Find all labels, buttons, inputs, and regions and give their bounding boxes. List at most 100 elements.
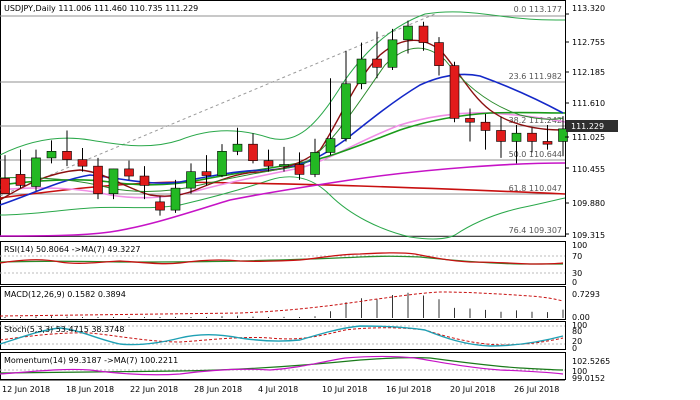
price-tick-6: 109.880 <box>572 199 605 208</box>
bear-candle <box>449 65 460 119</box>
macd-tick-zero: 0.00 <box>572 313 590 322</box>
fib-label-23: 23.6 111.982 <box>509 72 562 81</box>
date-label-1: 18 Jun 2018 <box>66 385 114 394</box>
fib-label-76: 76.4 109.307 <box>509 226 562 235</box>
current-price-badge <box>566 120 618 132</box>
stoch-tick-80: 80 <box>572 327 582 336</box>
momentum-panel[interactable]: Momentum(14) 99.3187 ->MA(7) 100.2211 10… <box>0 352 610 384</box>
date-label-3: 28 Jun 2018 <box>194 385 242 394</box>
rsi-tick-100: 100 <box>572 241 587 250</box>
price-tick-1: 112.755 <box>572 38 605 47</box>
bull-candle <box>31 157 41 187</box>
macd-tick-top: 0.7293 <box>572 290 600 299</box>
bull-candle <box>232 143 243 152</box>
fib-label-50: 50.0 110.644 <box>509 150 562 159</box>
bear-candle <box>527 132 537 142</box>
rsi-tick-30: 30 <box>572 269 582 278</box>
bear-candle <box>418 25 429 43</box>
rsi-tick-0: 0 <box>572 278 577 287</box>
bear-candle <box>93 165 103 194</box>
bear-candle <box>15 174 26 186</box>
bull-candle <box>310 152 320 175</box>
stoch-tick-100: 100 <box>572 321 587 330</box>
stoch-signal-line <box>0 327 564 346</box>
bull-candle <box>356 58 367 85</box>
date-label-7: 20 Jul 2018 <box>450 385 495 394</box>
date-label-2: 22 Jun 2018 <box>130 385 178 394</box>
momentum-tick-bottom: 99.0152 <box>572 374 605 383</box>
candlestick-series <box>0 20 568 216</box>
bollinger-lower-band <box>0 176 566 240</box>
bull-candle <box>325 138 336 153</box>
macd-signal-line <box>0 291 564 317</box>
bear-candle <box>124 168 134 177</box>
momentum-tick-top: 102.5265 <box>572 357 610 366</box>
main-price-panel[interactable]: 0.0 113.177 23.6 111.982 38.2 111.242 50… <box>0 0 568 240</box>
stoch-tick-20: 20 <box>572 337 582 346</box>
bear-candle <box>263 160 274 167</box>
date-label-5: 10 Jul 2018 <box>322 385 367 394</box>
bear-candle <box>139 175 150 186</box>
bollinger-upper-band <box>0 11 566 156</box>
rsi-line <box>0 252 564 265</box>
price-tick-4: 111.025 <box>572 133 605 142</box>
stoch-title: Stoch(5,3,3) 53.4715 38.3748 <box>4 325 124 334</box>
bear-candle <box>372 58 382 68</box>
macd-panel[interactable]: MACD(12,26,9) 0.1582 0.3894 0.7293 0.00 <box>0 286 600 323</box>
bull-candle <box>46 151 57 159</box>
rsi-title: RSI(14) 50.8064 ->MA(7) 49.3227 <box>4 245 141 254</box>
fib-label-61: 61.8 110.047 <box>509 184 562 193</box>
fibonacci-levels: 0.0 113.177 23.6 111.982 38.2 111.242 50… <box>0 5 565 237</box>
bull-candle <box>170 187 181 211</box>
bear-candle <box>294 164 305 175</box>
fib-label-38: 38.2 111.242 <box>509 116 562 125</box>
bear-candle <box>248 143 258 161</box>
fib-trend-dashed-line <box>0 13 436 197</box>
main-panel-title: USDJPY,Daily 111.006 111.460 110.735 111… <box>4 4 198 13</box>
bear-candle <box>201 171 212 176</box>
stoch-main-line <box>0 325 564 347</box>
bear-candle <box>542 141 553 145</box>
bull-candle <box>279 164 289 167</box>
price-tick-5: 110.455 <box>572 165 605 174</box>
bull-candle <box>387 39 398 68</box>
stochastic-panel[interactable]: Stoch(5,3,3) 53.4715 38.3748 100 80 20 0 <box>0 321 587 353</box>
bear-candle <box>465 118 475 123</box>
bull-candle <box>558 128 568 142</box>
ma-magenta <box>0 162 566 237</box>
time-axis: 12 Jun 2018 18 Jun 2018 22 Jun 2018 28 J… <box>0 379 565 394</box>
bear-candle <box>155 201 165 211</box>
fib-label-0: 0.0 113.177 <box>514 5 562 14</box>
bull-candle <box>217 151 227 176</box>
price-tick-2: 112.185 <box>572 68 605 77</box>
price-tick-0: 113.320 <box>572 4 605 13</box>
macd-title: MACD(12,26,9) 0.1582 0.3894 <box>4 290 126 299</box>
bull-candle <box>108 168 119 194</box>
rsi-panel[interactable]: RSI(14) 50.8064 ->MA(7) 49.3227 100 70 3… <box>0 241 587 287</box>
bear-candle <box>496 130 506 142</box>
momentum-title: Momentum(14) 99.3187 ->MA(7) 100.2211 <box>4 356 178 365</box>
date-label-6: 16 Jul 2018 <box>386 385 431 394</box>
bear-candle <box>77 159 88 167</box>
bull-candle <box>511 132 522 142</box>
momentum-ma-line <box>0 357 564 374</box>
date-label-0: 12 Jun 2018 <box>2 385 50 394</box>
bull-candle <box>341 83 351 139</box>
bear-candle <box>0 177 10 194</box>
price-tick-3: 111.610 <box>572 99 605 108</box>
date-label-4: 4 Jul 2018 <box>258 385 298 394</box>
momentum-tick-100: 100 <box>572 367 587 376</box>
bear-candle <box>62 151 72 160</box>
bull-candle <box>186 171 196 189</box>
current-price-label: 111.229 <box>571 122 604 131</box>
rsi-tick-70: 70 <box>572 252 582 261</box>
price-tick-7: 109.315 <box>572 231 605 240</box>
price-axis: 113.320 112.755 112.185 111.610 111.025 … <box>565 4 618 240</box>
momentum-line <box>0 355 564 376</box>
ma-red-slow <box>0 181 566 199</box>
bear-candle <box>480 121 491 131</box>
bull-candle <box>403 25 413 41</box>
date-label-8: 26 Jul 2018 <box>514 385 559 394</box>
